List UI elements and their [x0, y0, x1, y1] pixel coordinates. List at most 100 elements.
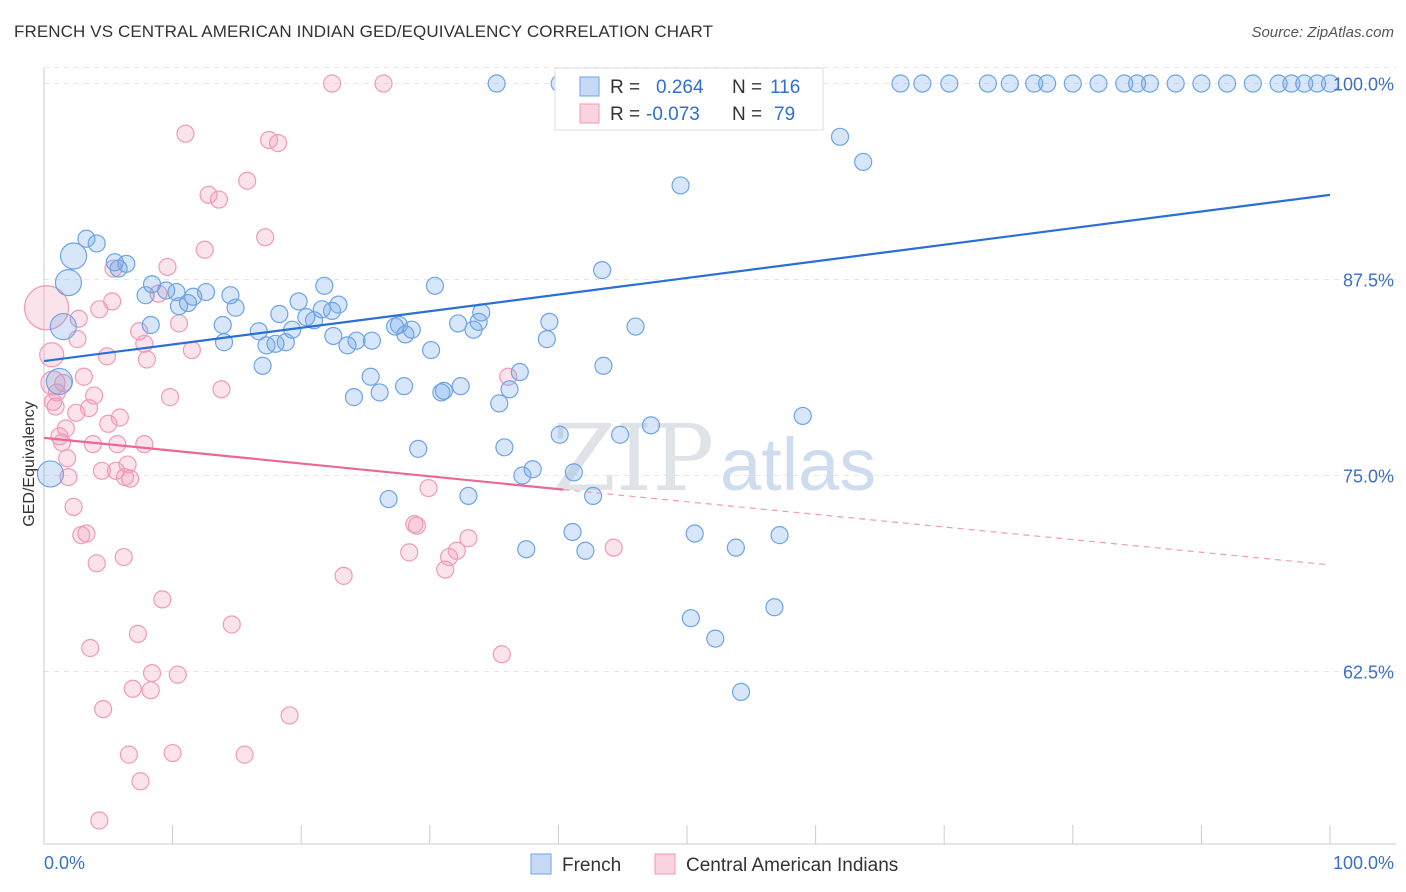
point-french	[523, 460, 542, 479]
x-tick-label: 0.0%	[44, 853, 85, 873]
trend-line-french	[43, 193, 1331, 363]
point-french	[681, 609, 700, 628]
point-central-american-indians	[222, 615, 241, 634]
point-central-american-indians	[94, 700, 113, 719]
point-central-american-indians	[153, 590, 172, 609]
chart-title: FRENCH VS CENTRAL AMERICAN INDIAN GED/EQ…	[14, 22, 714, 41]
point-french	[329, 295, 348, 314]
legend-r-label-cai: R =	[610, 104, 640, 125]
point-french	[379, 489, 398, 509]
point-french	[226, 298, 245, 317]
point-french	[136, 286, 155, 305]
point-french	[685, 524, 704, 543]
point-french	[913, 74, 932, 93]
point-central-american-indians	[85, 386, 104, 405]
point-french	[1269, 74, 1288, 93]
point-french	[421, 340, 441, 360]
point-central-american-indians	[56, 419, 75, 438]
point-french	[459, 486, 478, 506]
point-central-american-indians	[256, 228, 275, 247]
point-french	[671, 176, 690, 195]
series-legend-label-french: French	[562, 855, 621, 876]
point-central-american-indians	[419, 478, 438, 498]
trend-line-central-american-indians-extension	[563, 489, 1331, 566]
point-french	[1166, 74, 1185, 93]
point-french	[289, 292, 308, 311]
legend-n-value-cai: 79	[774, 104, 795, 125]
point-central-american-indians	[158, 257, 177, 277]
point-central-american-indians	[141, 681, 160, 700]
point-french	[611, 425, 630, 444]
point-french	[706, 629, 725, 648]
legend-r-label-french: R =	[610, 77, 640, 98]
point-french	[1282, 74, 1301, 93]
point-central-american-indians	[268, 134, 288, 153]
point-french	[370, 383, 389, 402]
point-french	[1140, 74, 1160, 93]
point-french	[891, 74, 910, 93]
point-french	[564, 463, 583, 482]
legend-swatch-french	[579, 76, 600, 97]
point-french	[141, 315, 160, 335]
point-central-american-indians	[322, 74, 342, 93]
point-french	[344, 388, 364, 407]
point-french	[1037, 74, 1057, 93]
point-french	[472, 303, 491, 322]
point-french	[1127, 74, 1147, 93]
point-french	[409, 439, 428, 458]
point-french	[1243, 74, 1262, 93]
tick-labels: 62.5% 75.0% 87.5% 100.0% 0.0% 100.0%	[44, 75, 1394, 873]
point-central-american-indians	[119, 745, 138, 764]
point-central-american-indians	[135, 435, 154, 454]
point-central-american-indians	[169, 314, 189, 333]
chart-source: Source: ZipAtlas.com	[1251, 24, 1394, 41]
point-central-american-indians	[87, 554, 106, 573]
point-french	[196, 282, 216, 302]
point-french	[854, 152, 873, 172]
point-french	[978, 74, 998, 93]
point-french	[540, 312, 559, 331]
axes	[43, 68, 1396, 845]
point-central-american-indians	[142, 663, 162, 683]
point-french	[105, 253, 124, 272]
point-french	[513, 466, 532, 485]
point-central-american-indians	[334, 566, 353, 585]
point-french	[117, 254, 136, 273]
point-central-american-indians	[459, 529, 478, 548]
point-french	[510, 362, 529, 382]
point-central-american-indians	[235, 745, 254, 764]
point-french	[563, 522, 582, 542]
point-french	[940, 74, 959, 93]
point-french	[338, 336, 357, 355]
point-french	[770, 526, 789, 545]
point-french	[434, 381, 454, 400]
point-french	[167, 282, 186, 302]
point-french	[451, 377, 470, 396]
point-french	[394, 377, 414, 396]
point-french	[793, 406, 812, 426]
point-central-american-indians	[74, 367, 93, 386]
point-french	[500, 380, 519, 399]
point-central-american-indians	[103, 292, 122, 311]
point-french	[1025, 74, 1044, 93]
point-central-american-indians	[118, 455, 137, 474]
watermark-zip: ZIP	[552, 405, 714, 512]
point-central-american-indians	[400, 543, 419, 562]
series-legend-swatch-cai	[654, 853, 676, 875]
stats-legend-frame	[554, 67, 824, 131]
grid-lines	[44, 67, 1396, 673]
point-central-american-indians	[163, 743, 182, 763]
trend-lines	[43, 193, 1331, 566]
stats-legend: R = 0.264 N = 116 R = -0.073 N = 79	[554, 67, 824, 131]
series-legend-label-cai: Central American Indians	[686, 855, 898, 876]
point-central-american-indians	[92, 461, 111, 480]
point-central-american-indians	[69, 309, 88, 328]
point-central-american-indians	[46, 397, 65, 416]
point-french	[1089, 74, 1108, 93]
point-central-american-indians	[97, 347, 117, 366]
point-central-american-indians	[405, 515, 424, 534]
point-french	[257, 336, 276, 355]
point-central-american-indians	[176, 124, 195, 143]
point-central-american-indians	[114, 547, 133, 567]
point-french	[36, 460, 65, 488]
